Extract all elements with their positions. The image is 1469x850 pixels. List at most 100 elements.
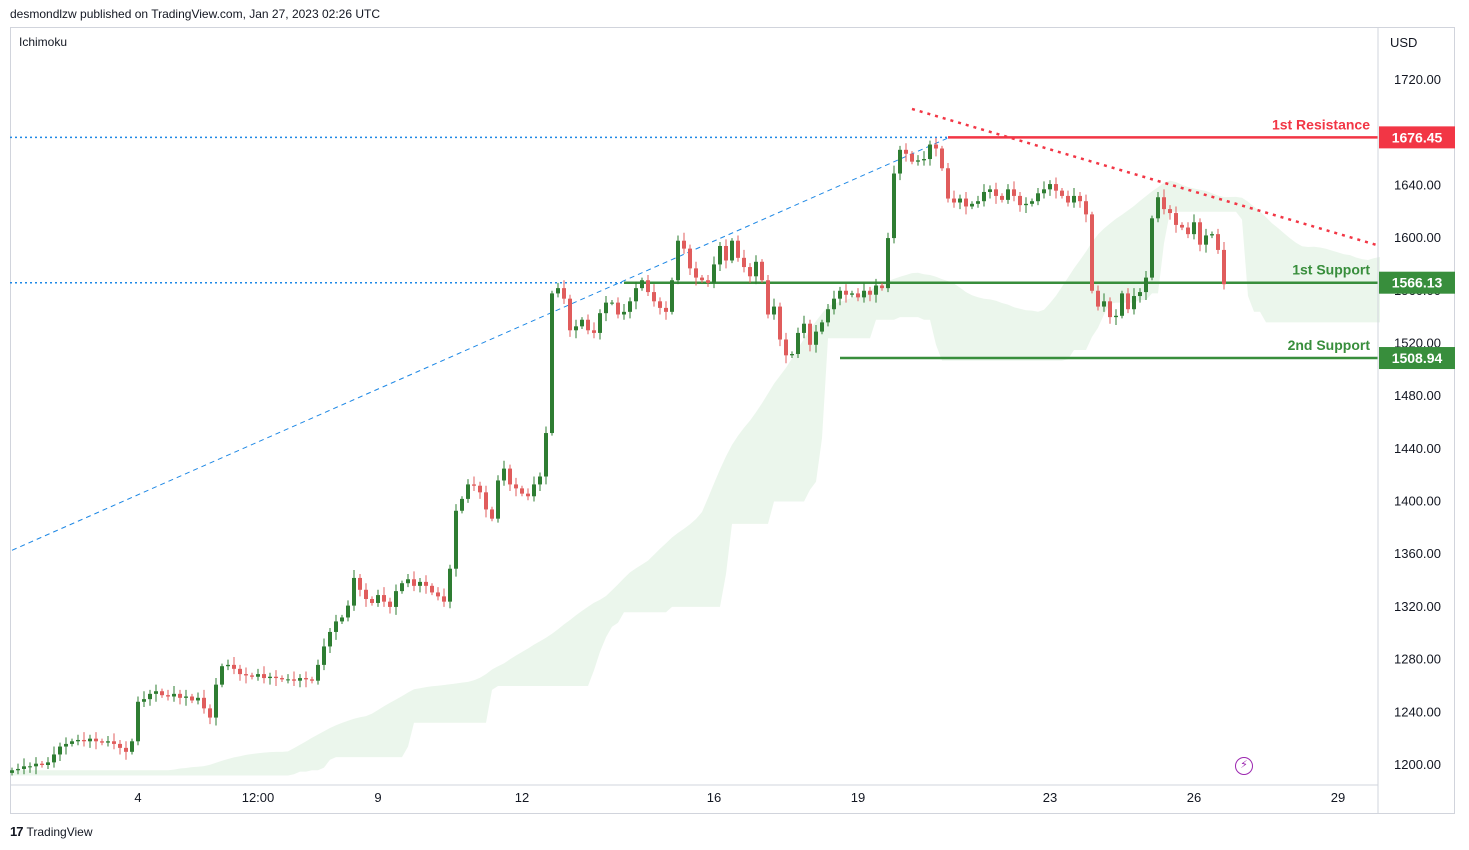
candle-body [142, 699, 146, 702]
tradingview-footer[interactable]: 17 TradingView [10, 824, 93, 839]
candle-body [484, 492, 488, 510]
candle-body [670, 280, 674, 312]
level-badge-value: 1508.94 [1392, 350, 1443, 366]
candle-body [1054, 184, 1058, 191]
level-badge-value: 1566.13 [1392, 275, 1443, 291]
candle-body [1216, 234, 1220, 250]
candle-body [166, 695, 170, 697]
candle-body [352, 577, 356, 606]
candle-body [658, 301, 662, 308]
time-axis: 4 12:00 9 12 16 19 23 26 29 [10, 784, 1378, 805]
candle-body [976, 201, 980, 204]
candle-body [88, 738, 92, 742]
candle-body [1084, 201, 1088, 215]
candle-body [154, 691, 158, 694]
candle-body [592, 330, 596, 333]
candle-body [958, 198, 962, 203]
candle-body [148, 693, 152, 700]
candle-body [934, 144, 938, 149]
candle-body [466, 484, 470, 499]
candle-body [10, 770, 14, 773]
candle-body [694, 268, 698, 278]
candle-body [1186, 227, 1190, 235]
candle-body [1036, 193, 1040, 202]
candle-body [664, 307, 668, 312]
price-tick-label: 1200.00 [1394, 757, 1441, 772]
candle-body [394, 591, 398, 607]
candle-body [766, 280, 770, 315]
candle-body [40, 763, 44, 765]
candle-body [640, 280, 644, 289]
candle-body [1132, 296, 1136, 310]
candle-body [826, 309, 830, 323]
candle-body [1096, 290, 1100, 307]
candle-body [1006, 189, 1010, 200]
price-tick-label: 1480.00 [1394, 388, 1441, 403]
candle-body [532, 484, 536, 497]
candle-body [910, 153, 914, 162]
candle-body [52, 754, 56, 763]
candle-body [514, 484, 518, 489]
candle-body [652, 292, 656, 302]
candle-body [118, 743, 122, 748]
candle-body [304, 678, 308, 680]
candle-body [898, 149, 902, 174]
indicator-label[interactable]: Ichimoku [19, 35, 68, 49]
candle-body [574, 326, 578, 331]
candle-body [862, 290, 866, 298]
candle-body [274, 676, 278, 679]
candle-body [850, 293, 854, 295]
candle-body [1042, 189, 1046, 194]
candle-body [1000, 195, 1004, 200]
price-tick-label: 1280.00 [1394, 652, 1441, 667]
candle-body [760, 261, 764, 281]
candle-body [448, 568, 452, 602]
candle-body [400, 583, 404, 592]
candle-body [1180, 224, 1184, 228]
candle-body [1126, 293, 1130, 310]
candle-body [712, 264, 716, 283]
candle-body [1150, 218, 1154, 278]
candle-body [268, 676, 272, 679]
candle-body [1072, 195, 1076, 203]
candle-body [646, 280, 650, 293]
candle-body [736, 240, 740, 258]
candle-body [808, 323, 812, 345]
candle-body [880, 285, 884, 289]
candle-body [844, 290, 848, 295]
candle-body [226, 664, 230, 667]
level-badge [1379, 126, 1455, 149]
candle-body [784, 339, 788, 356]
level-badge [1379, 271, 1455, 294]
candle-body [490, 509, 494, 519]
level-badges: 1676.45 1566.13 1508.94 [1379, 126, 1455, 370]
candle-body [970, 203, 974, 207]
candle-body [76, 739, 80, 742]
candle-body [1156, 197, 1160, 219]
candle-body [856, 293, 860, 298]
candle-body [820, 322, 824, 332]
time-tick-label: 12 [515, 790, 529, 805]
level-badge [1379, 347, 1455, 370]
candle-body [112, 741, 116, 744]
lightning-icon[interactable]: ⚡ [1235, 757, 1253, 775]
candle-body [382, 595, 386, 602]
candle-body [334, 621, 338, 632]
candle-body [508, 468, 512, 485]
candle-body [1060, 190, 1064, 196]
candle-body [940, 148, 944, 169]
candle-body [190, 696, 194, 701]
candle-body [1138, 292, 1142, 297]
candle-body [610, 302, 614, 304]
candle-body [874, 285, 878, 295]
time-tick-label: 9 [374, 790, 381, 805]
candle-body [208, 708, 212, 718]
candle-body [988, 189, 992, 192]
candle-body [472, 484, 476, 486]
candle-body [124, 747, 128, 752]
candle-body [1144, 277, 1148, 293]
candle-body [478, 485, 482, 493]
candle-body [1018, 195, 1022, 206]
time-tick-label: 19 [851, 790, 865, 805]
